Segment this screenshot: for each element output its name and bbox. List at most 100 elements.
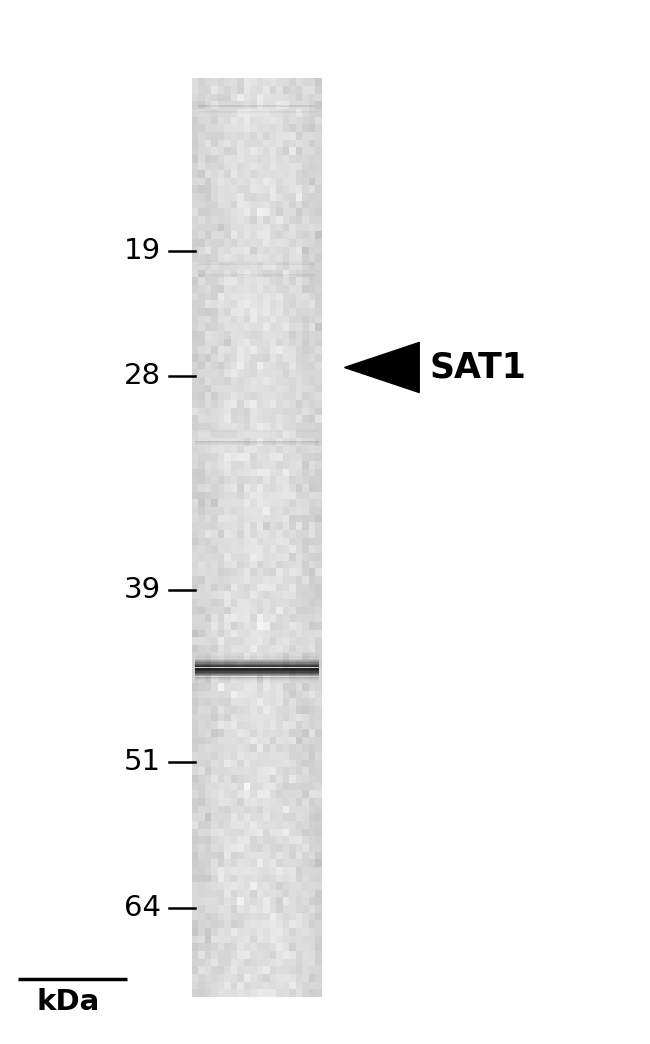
Bar xyxy=(302,729,309,737)
Bar xyxy=(276,232,283,239)
Bar xyxy=(315,767,322,775)
Bar xyxy=(270,262,276,269)
Bar xyxy=(302,246,309,255)
Bar xyxy=(289,453,296,461)
Bar xyxy=(211,400,218,407)
Bar xyxy=(283,944,289,951)
Bar xyxy=(244,446,250,453)
Bar xyxy=(289,315,296,324)
Bar xyxy=(195,688,318,689)
Bar xyxy=(309,928,315,935)
Bar xyxy=(276,361,283,370)
Bar xyxy=(218,492,224,499)
Bar xyxy=(205,147,211,155)
Bar xyxy=(231,377,237,384)
Bar xyxy=(192,507,198,515)
Bar xyxy=(302,553,309,561)
Bar xyxy=(198,576,205,584)
Bar xyxy=(289,292,296,301)
Bar xyxy=(257,576,263,584)
Bar xyxy=(283,476,289,484)
Bar xyxy=(211,453,218,461)
Bar xyxy=(198,331,205,338)
Bar xyxy=(270,545,276,553)
Bar xyxy=(257,859,263,867)
Bar xyxy=(224,492,231,499)
Bar xyxy=(237,775,244,783)
Bar xyxy=(250,232,257,239)
Bar xyxy=(237,400,244,407)
Bar xyxy=(244,668,250,675)
Bar xyxy=(231,591,237,599)
Bar xyxy=(296,354,302,361)
Bar xyxy=(198,86,205,94)
Bar xyxy=(231,729,237,737)
Bar xyxy=(211,484,218,492)
Bar xyxy=(205,790,211,798)
Bar xyxy=(198,760,205,767)
Bar xyxy=(231,912,237,921)
Bar xyxy=(224,315,231,324)
Bar xyxy=(289,255,296,262)
Bar xyxy=(237,813,244,821)
Bar xyxy=(205,691,211,698)
Bar xyxy=(224,981,231,990)
Bar xyxy=(205,714,211,721)
Bar xyxy=(237,821,244,829)
Bar xyxy=(244,981,250,990)
Bar xyxy=(315,370,322,377)
Bar xyxy=(302,576,309,584)
Bar xyxy=(257,147,263,155)
Bar xyxy=(224,990,231,997)
Bar xyxy=(218,370,224,377)
Bar xyxy=(244,331,250,338)
Bar xyxy=(198,101,205,109)
Bar xyxy=(250,990,257,997)
Bar xyxy=(198,347,205,354)
Bar xyxy=(205,469,211,476)
Bar xyxy=(192,767,198,775)
Bar xyxy=(192,630,198,637)
Bar xyxy=(315,889,322,898)
Bar xyxy=(302,400,309,407)
Bar xyxy=(237,522,244,530)
Bar xyxy=(289,163,296,170)
Bar xyxy=(263,461,270,469)
Bar xyxy=(250,507,257,515)
Bar xyxy=(276,798,283,806)
Bar xyxy=(237,721,244,729)
Bar xyxy=(195,672,318,674)
Bar xyxy=(263,301,270,308)
Bar xyxy=(315,944,322,951)
Bar xyxy=(231,469,237,476)
Bar xyxy=(211,691,218,698)
Bar xyxy=(250,806,257,813)
Bar xyxy=(205,155,211,163)
Bar xyxy=(309,384,315,393)
Bar xyxy=(211,361,218,370)
Bar xyxy=(263,515,270,522)
Bar xyxy=(244,867,250,875)
Bar xyxy=(315,637,322,645)
Bar xyxy=(244,78,250,86)
Bar xyxy=(231,568,237,576)
Bar xyxy=(224,752,231,760)
Bar xyxy=(224,944,231,951)
Bar xyxy=(296,721,302,729)
Bar xyxy=(205,200,211,209)
Bar xyxy=(270,928,276,935)
Bar xyxy=(302,912,309,921)
Bar xyxy=(302,545,309,553)
Bar xyxy=(211,308,218,315)
Bar xyxy=(237,209,244,216)
Bar xyxy=(315,538,322,545)
Bar xyxy=(309,568,315,576)
Bar xyxy=(231,790,237,798)
Bar xyxy=(224,974,231,981)
Bar xyxy=(289,492,296,499)
Bar xyxy=(296,974,302,981)
Bar xyxy=(276,209,283,216)
Bar xyxy=(205,990,211,997)
Bar xyxy=(192,614,198,622)
Bar xyxy=(192,484,198,492)
